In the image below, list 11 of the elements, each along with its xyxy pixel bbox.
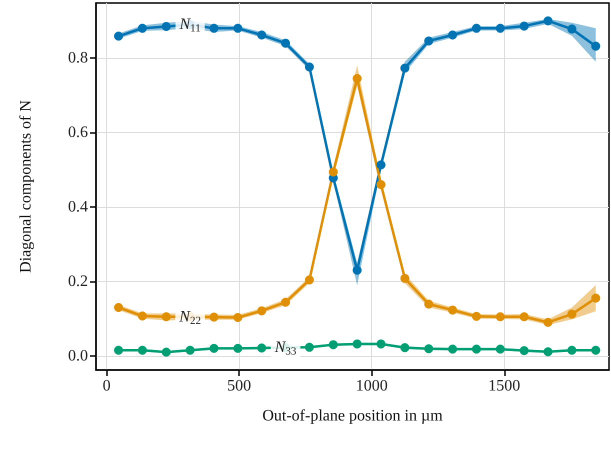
x-axis-title: Out-of-plane position in µm <box>262 408 444 424</box>
y-tick-label: 0.8 <box>68 50 88 67</box>
x-tick-label: 1000 <box>356 378 388 394</box>
x-tick-label: 0 <box>102 378 111 394</box>
y-axis-title: Diagonal components of N <box>18 100 34 273</box>
x-tick-label: 500 <box>227 378 252 394</box>
y-tick-label: 0.0 <box>68 347 88 364</box>
x-tick-label: 1500 <box>488 378 520 394</box>
y-tick-label: 0.6 <box>68 124 88 142</box>
y-tick-label: 0.4 <box>68 198 88 216</box>
y-tick-label: 0.2 <box>68 272 88 290</box>
